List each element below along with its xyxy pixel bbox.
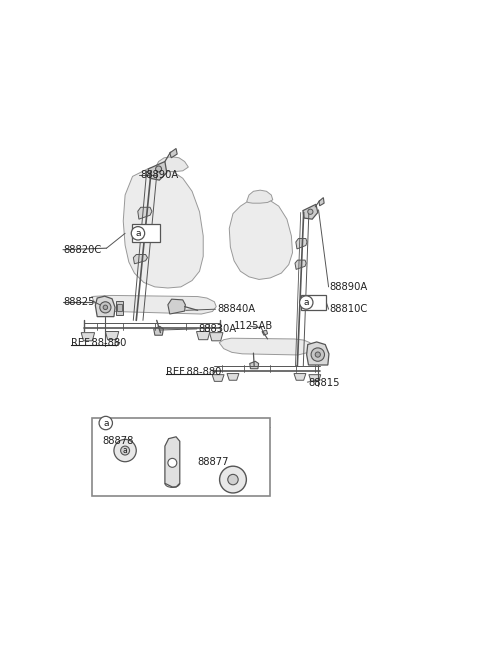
Text: 88830A: 88830A: [198, 324, 236, 334]
Polygon shape: [247, 190, 273, 203]
Text: REF.88-880: REF.88-880: [166, 367, 221, 377]
Polygon shape: [210, 333, 223, 341]
Text: REF.88-880: REF.88-880: [71, 338, 127, 348]
Text: 88890A: 88890A: [140, 170, 178, 179]
Polygon shape: [165, 437, 180, 487]
Text: 88840A: 88840A: [217, 304, 255, 314]
Polygon shape: [294, 373, 306, 381]
Text: 88877: 88877: [197, 457, 228, 467]
Text: 88820C: 88820C: [63, 245, 101, 255]
Polygon shape: [133, 255, 147, 264]
Text: 88815: 88815: [309, 378, 340, 388]
Circle shape: [103, 305, 108, 310]
Bar: [116, 301, 123, 315]
Polygon shape: [295, 260, 306, 269]
Polygon shape: [227, 373, 239, 381]
Polygon shape: [229, 198, 292, 280]
Polygon shape: [148, 162, 167, 180]
Circle shape: [168, 458, 177, 467]
Polygon shape: [168, 299, 185, 314]
Text: 1125AB: 1125AB: [234, 322, 273, 331]
Polygon shape: [219, 338, 312, 355]
Circle shape: [120, 446, 130, 455]
Polygon shape: [135, 231, 150, 242]
Circle shape: [315, 352, 321, 357]
Text: 88810C: 88810C: [330, 304, 368, 314]
Circle shape: [100, 302, 111, 313]
Polygon shape: [123, 167, 203, 288]
Circle shape: [311, 348, 324, 362]
Circle shape: [114, 440, 136, 462]
Text: a: a: [303, 298, 309, 307]
Circle shape: [228, 474, 238, 485]
Polygon shape: [170, 149, 177, 158]
Bar: [92, 418, 270, 496]
Polygon shape: [212, 375, 224, 381]
Bar: [117, 305, 122, 311]
Bar: [132, 225, 159, 242]
Text: a: a: [135, 229, 141, 238]
Polygon shape: [307, 342, 329, 365]
Text: 88890A: 88890A: [330, 282, 368, 292]
Polygon shape: [196, 331, 210, 340]
Polygon shape: [309, 375, 321, 381]
Polygon shape: [155, 157, 188, 172]
Text: 88825: 88825: [63, 297, 95, 307]
Circle shape: [99, 417, 112, 430]
Polygon shape: [319, 198, 324, 206]
Circle shape: [308, 209, 313, 214]
Text: a: a: [123, 446, 128, 455]
Polygon shape: [250, 362, 259, 369]
Circle shape: [156, 166, 162, 172]
Polygon shape: [96, 296, 115, 316]
Polygon shape: [303, 204, 318, 219]
Text: 88878: 88878: [103, 436, 134, 446]
Polygon shape: [154, 326, 163, 335]
Circle shape: [131, 227, 144, 240]
Polygon shape: [296, 238, 307, 249]
Polygon shape: [81, 333, 95, 341]
Text: a: a: [103, 419, 108, 428]
Polygon shape: [106, 331, 119, 340]
Bar: [301, 295, 326, 310]
Polygon shape: [138, 207, 152, 219]
Polygon shape: [92, 295, 216, 314]
Polygon shape: [262, 330, 267, 335]
Circle shape: [300, 296, 313, 309]
Circle shape: [219, 466, 246, 493]
